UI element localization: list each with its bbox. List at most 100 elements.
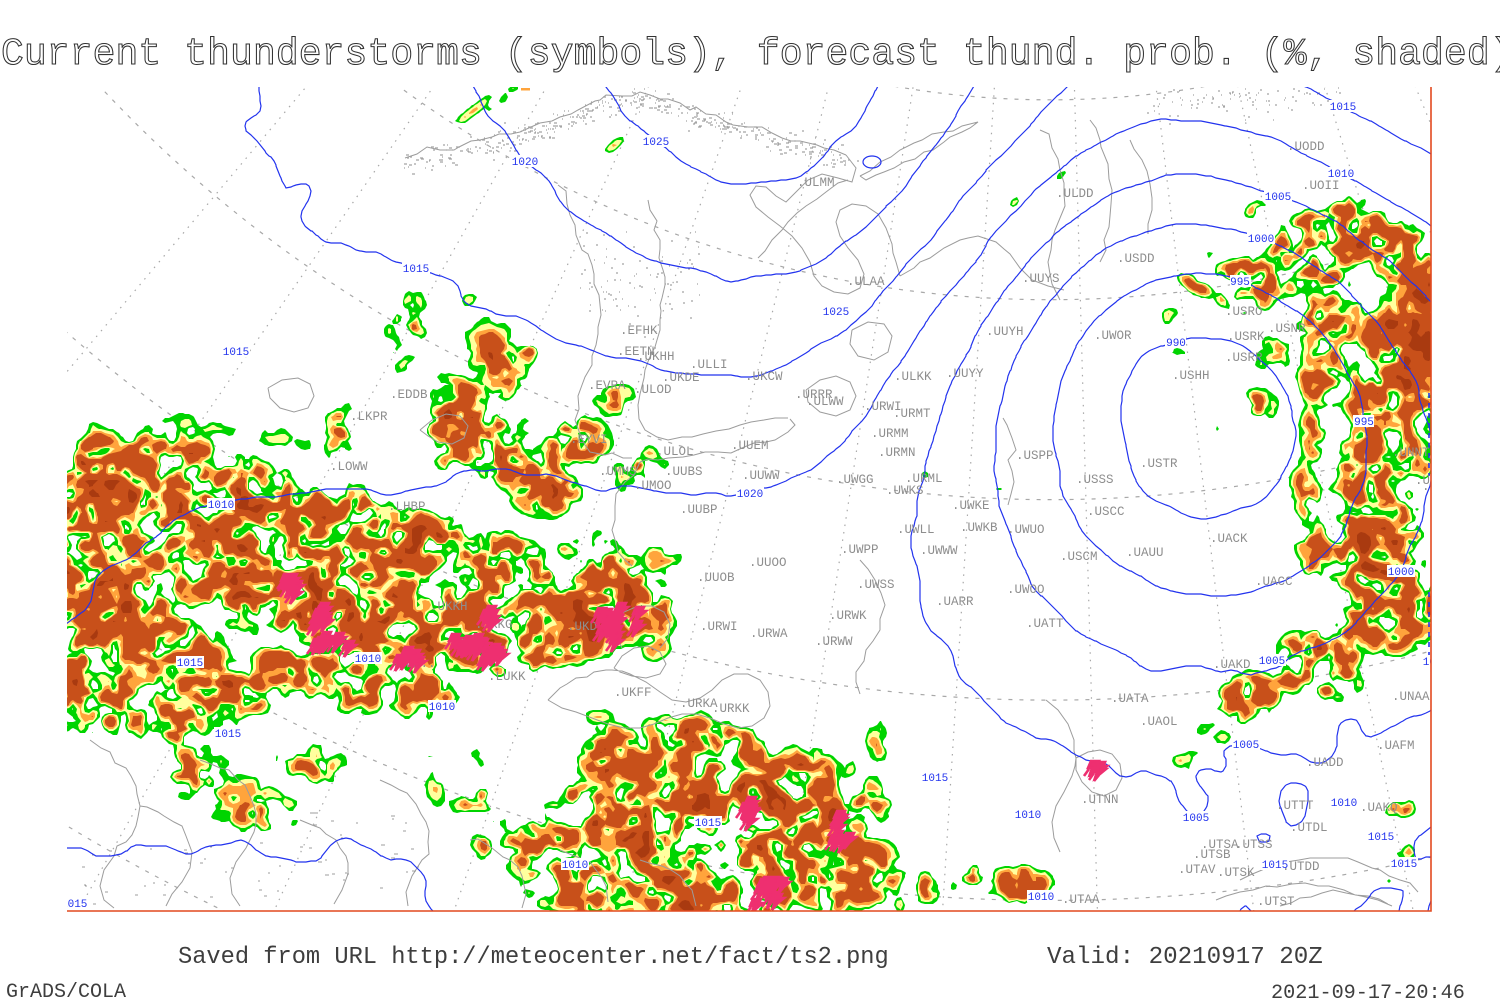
svg-text:.URWI: .URWI	[864, 400, 902, 414]
svg-text:1010: 1010	[208, 500, 234, 512]
svg-text:.UUWW: .UUWW	[742, 469, 780, 483]
svg-text:.UKDE: .UKDE	[662, 371, 700, 385]
svg-text:.UNBB: .UNBB	[1415, 474, 1453, 488]
svg-text:.UTTT: .UTTT	[1276, 799, 1314, 813]
svg-text:.URMN: .URMN	[878, 446, 916, 460]
svg-text:.EFHK: .EFHK	[620, 324, 658, 338]
svg-text:.ULAA: .ULAA	[847, 275, 885, 289]
svg-text:.URMM: .URMM	[871, 427, 909, 441]
svg-text:1010: 1010	[1328, 169, 1354, 181]
svg-text:.UWSS: .UWSS	[857, 578, 895, 592]
svg-text:.UTDL: .UTDL	[1290, 821, 1328, 835]
svg-text:.URWW: .URWW	[815, 635, 853, 649]
svg-text:1000: 1000	[1248, 234, 1274, 246]
svg-text:.UKCW: .UKCW	[745, 370, 783, 384]
svg-text:.UADD: .UADD	[1306, 756, 1344, 770]
svg-text:.URWA: .URWA	[750, 627, 788, 641]
svg-text:.UATT: .UATT	[1026, 617, 1064, 631]
svg-text:.UAKQ: .UAKQ	[1360, 801, 1398, 815]
svg-text:.UWPP: .UWPP	[841, 543, 879, 557]
svg-text:1025: 1025	[643, 137, 669, 149]
svg-text:1010: 1010	[429, 702, 455, 714]
svg-text:.UWKS: .UWKS	[886, 484, 924, 498]
svg-text:.LUKK: .LUKK	[488, 670, 526, 684]
svg-text:.USDD: .USDD	[1117, 252, 1155, 266]
svg-text:.UWGG: .UWGG	[836, 473, 874, 487]
svg-text:.UWLL: .UWLL	[897, 523, 935, 537]
svg-text:.UTSB: .UTSB	[1193, 848, 1231, 862]
svg-text:1015: 1015	[695, 818, 721, 830]
svg-text:1005: 1005	[1423, 657, 1449, 669]
svg-text:.UTNN: .UTNN	[1081, 793, 1119, 807]
svg-text:.LHBP: .LHBP	[388, 500, 426, 514]
svg-text:1010: 1010	[562, 860, 588, 872]
svg-text:.ULOL: .ULOL	[656, 445, 694, 459]
svg-text:.EDDB: .EDDB	[390, 388, 428, 402]
svg-text:.UKHH: .UKHH	[637, 350, 675, 364]
svg-text:1015: 1015	[61, 899, 87, 911]
svg-text:.UNNT: .UNNT	[1392, 446, 1430, 460]
svg-text:.USCM: .USCM	[1060, 550, 1098, 564]
svg-text:1005: 1005	[1233, 740, 1259, 752]
svg-text:.EYVI: .EYVI	[570, 433, 608, 447]
svg-text:.EETN: .EETN	[617, 345, 655, 359]
svg-text:.URML: .URML	[905, 472, 943, 486]
svg-text:.UACK: .UACK	[1210, 532, 1248, 546]
svg-text:.UMMS: .UMMS	[599, 465, 637, 479]
svg-text:.EVRA: .EVRA	[588, 379, 626, 393]
svg-text:.USRR: .USRR	[1225, 351, 1263, 365]
svg-text:.URKK: .URKK	[712, 702, 750, 716]
svg-text:.ULOD: .ULOD	[634, 383, 672, 397]
svg-text:1005: 1005	[1259, 656, 1285, 668]
svg-text:.USTR: .USTR	[1140, 457, 1178, 471]
svg-text:1010: 1010	[1331, 798, 1357, 810]
svg-text:1015: 1015	[215, 729, 241, 741]
svg-text:.UMOO: .UMOO	[634, 479, 672, 493]
svg-text:.USCC: .USCC	[1087, 505, 1125, 519]
svg-text:.UAFM: .UAFM	[1377, 739, 1415, 753]
svg-text:1005: 1005	[1183, 813, 1209, 825]
svg-text:.UATA: .UATA	[1111, 692, 1149, 706]
svg-text:.UAUU: .UAUU	[1126, 546, 1164, 560]
svg-text:.UACC: .UACC	[1255, 575, 1293, 589]
svg-text:.UOII: .UOII	[1302, 179, 1340, 193]
svg-text:.UUYS: .UUYS	[1022, 272, 1060, 286]
svg-text:1010: 1010	[355, 654, 381, 666]
svg-text:.UUOO: .UUOO	[749, 556, 787, 570]
svg-text:.UWUO: .UWUO	[1007, 523, 1045, 537]
svg-text:1015: 1015	[1262, 860, 1288, 872]
svg-text:1010: 1010	[1028, 892, 1054, 904]
svg-text:.USHH: .USHH	[1172, 369, 1210, 383]
svg-text:.UUBP: .UUBP	[680, 503, 718, 517]
svg-text:1015: 1015	[1391, 859, 1417, 871]
svg-text:.UUOB: .UUOB	[697, 571, 735, 585]
svg-text:1020: 1020	[737, 489, 763, 501]
svg-text:995: 995	[1230, 277, 1250, 289]
svg-text:.USRK: .USRK	[1227, 330, 1265, 344]
svg-text:.UWKB: .UWKB	[960, 521, 998, 535]
svg-text:1015: 1015	[403, 264, 429, 276]
svg-text:.UTSK: .UTSK	[1217, 866, 1255, 880]
svg-text:1015: 1015	[223, 347, 249, 359]
svg-text:.UAOL: .UAOL	[1140, 715, 1178, 729]
svg-text:.UTAA: .UTAA	[1062, 893, 1100, 907]
svg-text:.UUYH: .UUYH	[986, 325, 1024, 339]
svg-text:.ULMM: .ULMM	[797, 176, 835, 190]
svg-text:995: 995	[1354, 417, 1374, 429]
svg-text:1015: 1015	[1368, 832, 1394, 844]
svg-text:.USSS: .USSS	[1076, 473, 1114, 487]
svg-text:.UNBB: .UNBB	[1422, 480, 1460, 494]
svg-text:.USPP: .USPP	[1016, 449, 1054, 463]
svg-text:.UUEM: .UUEM	[731, 439, 769, 453]
svg-text:.ULKK: .ULKK	[894, 370, 932, 384]
svg-text:1015: 1015	[1330, 102, 1356, 114]
svg-text:.UUBS: .UUBS	[665, 465, 703, 479]
svg-text:.UWOR: .UWOR	[1094, 329, 1132, 343]
svg-text:.URMT: .URMT	[893, 407, 931, 421]
svg-text:1015: 1015	[922, 773, 948, 785]
svg-text:1005: 1005	[1265, 192, 1291, 204]
svg-text:.UODD: .UODD	[1287, 140, 1325, 154]
svg-text:.USNR: .USNR	[1268, 322, 1306, 336]
svg-text:1015: 1015	[177, 658, 203, 670]
svg-text:.UTDD: .UTDD	[1282, 860, 1320, 874]
